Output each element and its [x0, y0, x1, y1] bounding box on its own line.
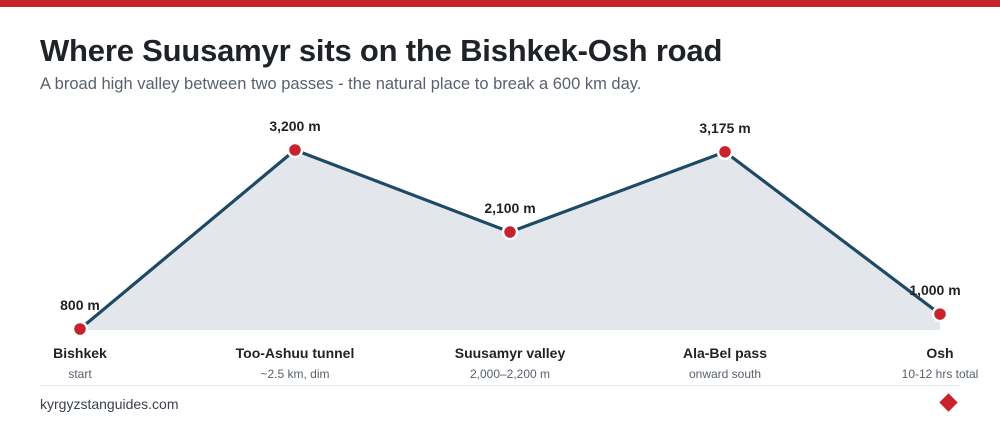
category-sublabel: 10-12 hrs total [902, 367, 979, 381]
data-label: 800 m [60, 297, 100, 313]
elevation-point [716, 143, 734, 161]
elevation-point [286, 141, 304, 159]
category-label: Too-Ashuu tunnel [236, 345, 355, 361]
data-label: 3,175 m [699, 120, 750, 136]
category-label: Suusamyr valley [455, 345, 566, 361]
elevation-point [501, 223, 519, 241]
category-sublabel: start [68, 367, 92, 381]
data-label: 2,100 m [484, 200, 535, 216]
chart-title: Where Suusamyr sits on the Bishkek-Osh r… [40, 33, 723, 68]
data-label: 1,000 m [909, 282, 960, 298]
category-sublabel: 2,000–2,200 m [470, 367, 550, 381]
footer-divider [40, 385, 960, 386]
data-label: 3,200 m [269, 118, 320, 134]
chart-subtitle: A broad high valley between two passes -… [40, 75, 642, 93]
category-sublabel: ~2.5 km, dim [260, 367, 329, 381]
category-label: Ala-Bel pass [683, 345, 767, 361]
footer-site-link[interactable]: kyrgyzstanguides.com [40, 396, 179, 412]
category-sublabel: onward south [689, 367, 761, 381]
elevation-point [931, 305, 949, 323]
category-label: Osh [926, 345, 953, 361]
category-label: Bishkek [53, 345, 107, 361]
elevation-point [71, 320, 89, 338]
top-accent-bar [0, 0, 1000, 7]
